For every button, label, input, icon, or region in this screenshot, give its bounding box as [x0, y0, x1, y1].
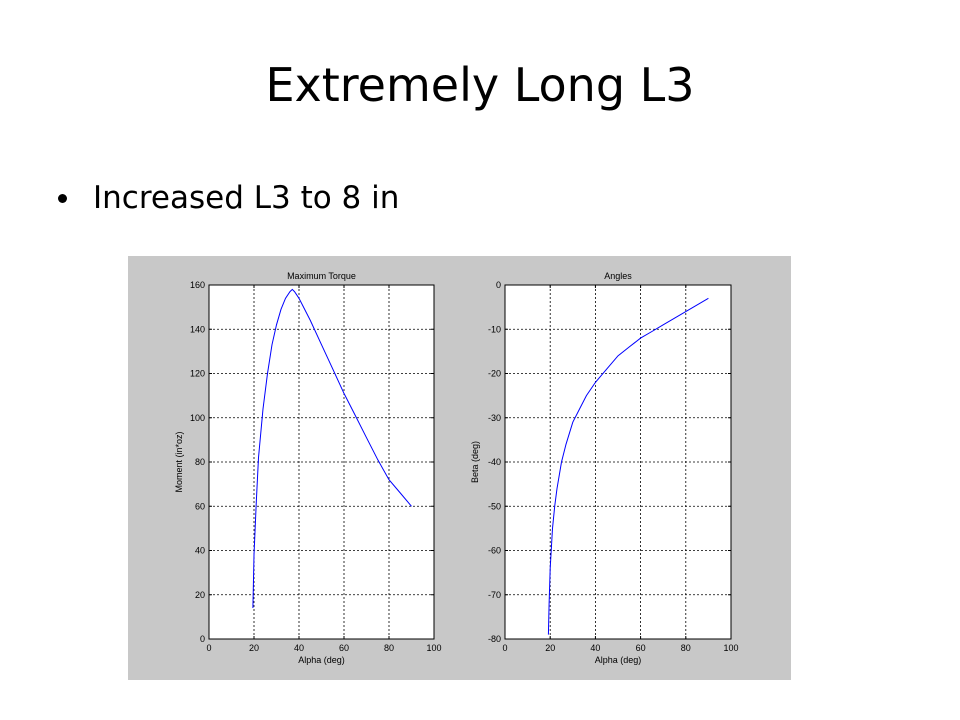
chart-1: 0 20 40 60 80 100 -80 -70 -60 -50 -40 -30 -20 -10 0 Ang…: [470, 271, 739, 665]
y-tick-label: -30: [488, 413, 501, 423]
series-line-0: [547, 297, 709, 635]
x-tick-label: 60: [339, 643, 349, 653]
figure-panel: 0 20 40 60 80 100 0 20 40 60 80 100 120 140 160 Maximum…: [128, 256, 791, 680]
y-axis-label: Beta (deg): [470, 441, 480, 483]
y-tick-label: 80: [195, 457, 205, 467]
y-tick-label: -10: [488, 324, 501, 334]
y-tick-label: 140: [190, 324, 205, 334]
series-line-0: [252, 288, 412, 609]
bullet-text: Increased L3 to 8 in: [93, 180, 400, 216]
y-axis-label: Moment (in*oz): [174, 431, 184, 492]
x-tick-label: 20: [545, 643, 555, 653]
y-tick-label: 120: [190, 369, 205, 379]
y-tick-label: 0: [200, 634, 205, 644]
chart-title: Angles: [604, 271, 632, 281]
y-tick-label: 60: [195, 501, 205, 511]
y-tick-label: 100: [190, 413, 205, 423]
x-tick-label: 40: [590, 643, 600, 653]
figure-svg: 0 20 40 60 80 100 0 20 40 60 80 100 120 140 160 Maximum…: [174, 271, 739, 665]
bullet-item: Increased L3 to 8 in: [58, 180, 399, 216]
x-axis-label: Alpha (deg): [298, 655, 345, 665]
y-tick-label: -20: [488, 369, 501, 379]
x-tick-label: 80: [384, 643, 394, 653]
slide-title: Extremely Long L3: [265, 58, 695, 112]
x-tick-label: 60: [636, 643, 646, 653]
x-tick-label: 80: [681, 643, 691, 653]
chart-title: Maximum Torque: [287, 271, 356, 281]
y-tick-label: -60: [488, 546, 501, 556]
chart-0: 0 20 40 60 80 100 0 20 40 60 80 100 120 140 160 Maximum…: [174, 271, 442, 665]
bullet-dot-icon: [58, 193, 67, 203]
x-axis-label: Alpha (deg): [595, 655, 642, 665]
y-tick-label: -70: [488, 590, 501, 600]
y-tick-label: 160: [190, 280, 205, 290]
y-tick-label: -40: [488, 457, 501, 467]
y-tick-label: 20: [195, 590, 205, 600]
x-tick-label: 0: [206, 643, 211, 653]
x-tick-label: 100: [723, 643, 738, 653]
y-tick-label: 0: [496, 280, 501, 290]
y-tick-label: -50: [488, 501, 501, 511]
x-tick-label: 100: [426, 643, 441, 653]
x-tick-label: 0: [502, 643, 507, 653]
y-tick-label: 40: [195, 546, 205, 556]
y-tick-label: -80: [488, 634, 501, 644]
x-tick-label: 20: [249, 643, 259, 653]
x-tick-label: 40: [294, 643, 304, 653]
